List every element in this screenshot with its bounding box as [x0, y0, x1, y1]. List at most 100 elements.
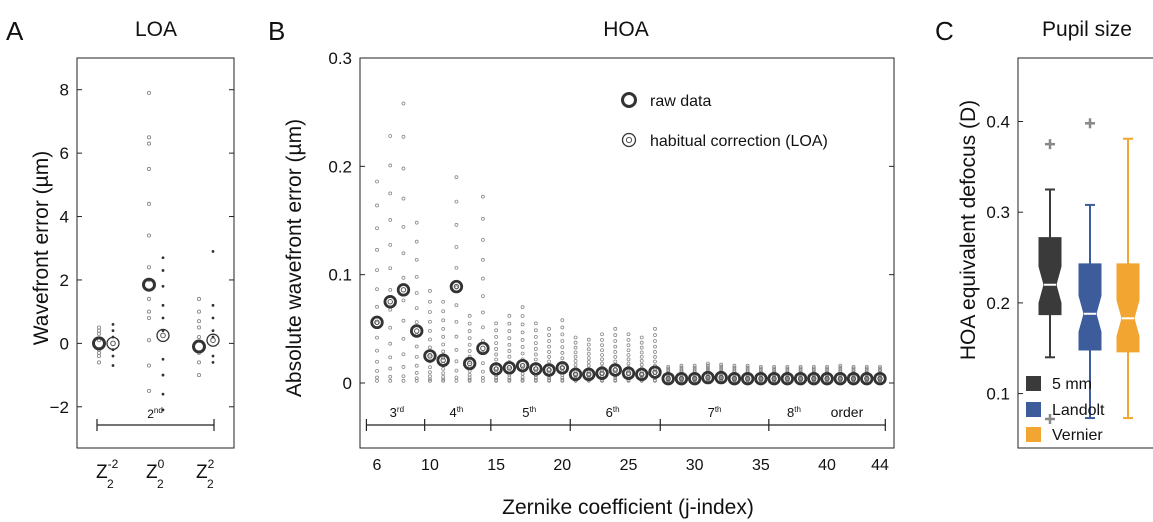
raw-point: [626, 348, 631, 353]
panel-c-title: Pupil size: [1042, 18, 1132, 41]
raw-point: [375, 335, 379, 340]
raw-point: [428, 310, 432, 314]
raw-point: [375, 203, 379, 208]
raw-mean-marker: [489, 362, 503, 376]
raw-point: [679, 367, 684, 372]
raw-point: [480, 325, 485, 330]
raw-point: [653, 344, 657, 349]
raw-point: [547, 344, 551, 349]
raw-mean-marker: [529, 362, 543, 376]
panel-c-boxplots: [1038, 118, 1140, 424]
raw-point: [547, 359, 551, 364]
raw-point: [838, 367, 843, 372]
corrected-point: [161, 408, 165, 412]
raw-mean-marker: [820, 371, 834, 386]
legend-vernier-label: Vernier: [1052, 427, 1103, 444]
raw-point: [428, 329, 432, 333]
corrected-mean-marker: [546, 367, 552, 373]
raw-point: [560, 325, 565, 330]
raw-point: [494, 347, 499, 351]
raw-mean-marker: [502, 361, 517, 375]
corrected-mean-marker: [480, 345, 486, 352]
raw-point: [375, 226, 379, 231]
raw-point: [494, 341, 499, 345]
corrected-mean-marker: [718, 374, 724, 381]
raw-mean-marker: [780, 371, 795, 386]
x-tick-subscript: 2: [207, 477, 214, 491]
corrected-mean-marker: [156, 328, 170, 343]
raw-point: [811, 364, 816, 369]
x-tick-label: Z-2: [96, 457, 119, 483]
panel-a-order-bracket: 2nd: [96, 406, 215, 431]
legend-raw-marker: [621, 92, 637, 108]
y-tick-label: 0.3: [328, 49, 352, 68]
raw-point: [520, 378, 525, 383]
raw-point: [441, 326, 446, 331]
corrected-mean-marker: [427, 353, 433, 359]
x-tick-subscript: 2: [107, 477, 114, 491]
box: [1038, 237, 1062, 316]
raw-point: [401, 378, 406, 383]
corrected-point: [111, 354, 115, 358]
raw-point: [441, 335, 446, 339]
raw-point: [573, 335, 578, 340]
panel-a-ylabel: Wavefront error (µm): [30, 151, 53, 346]
raw-point: [96, 325, 102, 330]
raw-mean-marker: [754, 371, 768, 386]
raw-point: [547, 378, 551, 382]
raw-point: [533, 352, 538, 357]
x-tick-label: Z0: [146, 457, 165, 483]
corrected-mean-marker: [771, 375, 777, 382]
raw-mean-marker: [701, 370, 715, 385]
raw-point: [573, 362, 578, 367]
box: [1116, 263, 1140, 353]
raw-point: [428, 319, 432, 324]
raw-point: [653, 333, 657, 337]
raw-mean-marker: [396, 283, 411, 297]
raw-point: [653, 339, 657, 343]
corrected-mean-marker: [665, 375, 671, 382]
corrected-mean-marker: [639, 371, 645, 378]
raw-point: [825, 366, 829, 371]
raw-point: [573, 345, 578, 350]
raw-point: [454, 319, 459, 324]
raw-point: [467, 377, 472, 382]
raw-point: [626, 353, 631, 357]
raw-point: [560, 377, 565, 382]
corrected-mean-marker: [586, 371, 592, 378]
raw-point: [494, 334, 499, 339]
raw-point: [388, 307, 393, 312]
corrected-mean-inner: [210, 337, 216, 343]
raw-point: [520, 345, 525, 349]
corrected-point: [211, 354, 215, 358]
raw-point: [454, 348, 459, 352]
raw-point: [146, 201, 152, 206]
raw-point: [146, 233, 152, 238]
raw-point: [507, 321, 512, 326]
raw-mean-marker: [92, 336, 106, 351]
panel-b-letter: B: [268, 16, 285, 46]
raw-point: [547, 326, 551, 331]
order-label: 7th: [708, 405, 722, 420]
x-tick-label: 44: [871, 457, 889, 474]
panel-a-plot-frame: [76, 57, 235, 449]
raw-mean-marker: [807, 371, 821, 386]
raw-point: [414, 320, 419, 324]
raw-point: [401, 336, 406, 341]
raw-point: [825, 364, 829, 369]
raw-point: [533, 334, 538, 339]
raw-point: [520, 330, 525, 335]
corrected-mean-marker: [797, 375, 804, 382]
raw-mean-marker: [595, 366, 609, 380]
corrected-mean-marker: [374, 319, 380, 326]
raw-point: [480, 237, 485, 242]
y-tick-label: 0.2: [328, 157, 352, 176]
legend-raw-label: raw data: [650, 93, 711, 110]
corrected-mean-marker: [440, 357, 446, 363]
y-tick-label: 2: [60, 271, 69, 290]
raw-mean-marker: [568, 367, 583, 382]
raw-point: [401, 196, 406, 201]
raw-point: [454, 368, 459, 373]
corrected-mean-marker: [519, 362, 526, 369]
